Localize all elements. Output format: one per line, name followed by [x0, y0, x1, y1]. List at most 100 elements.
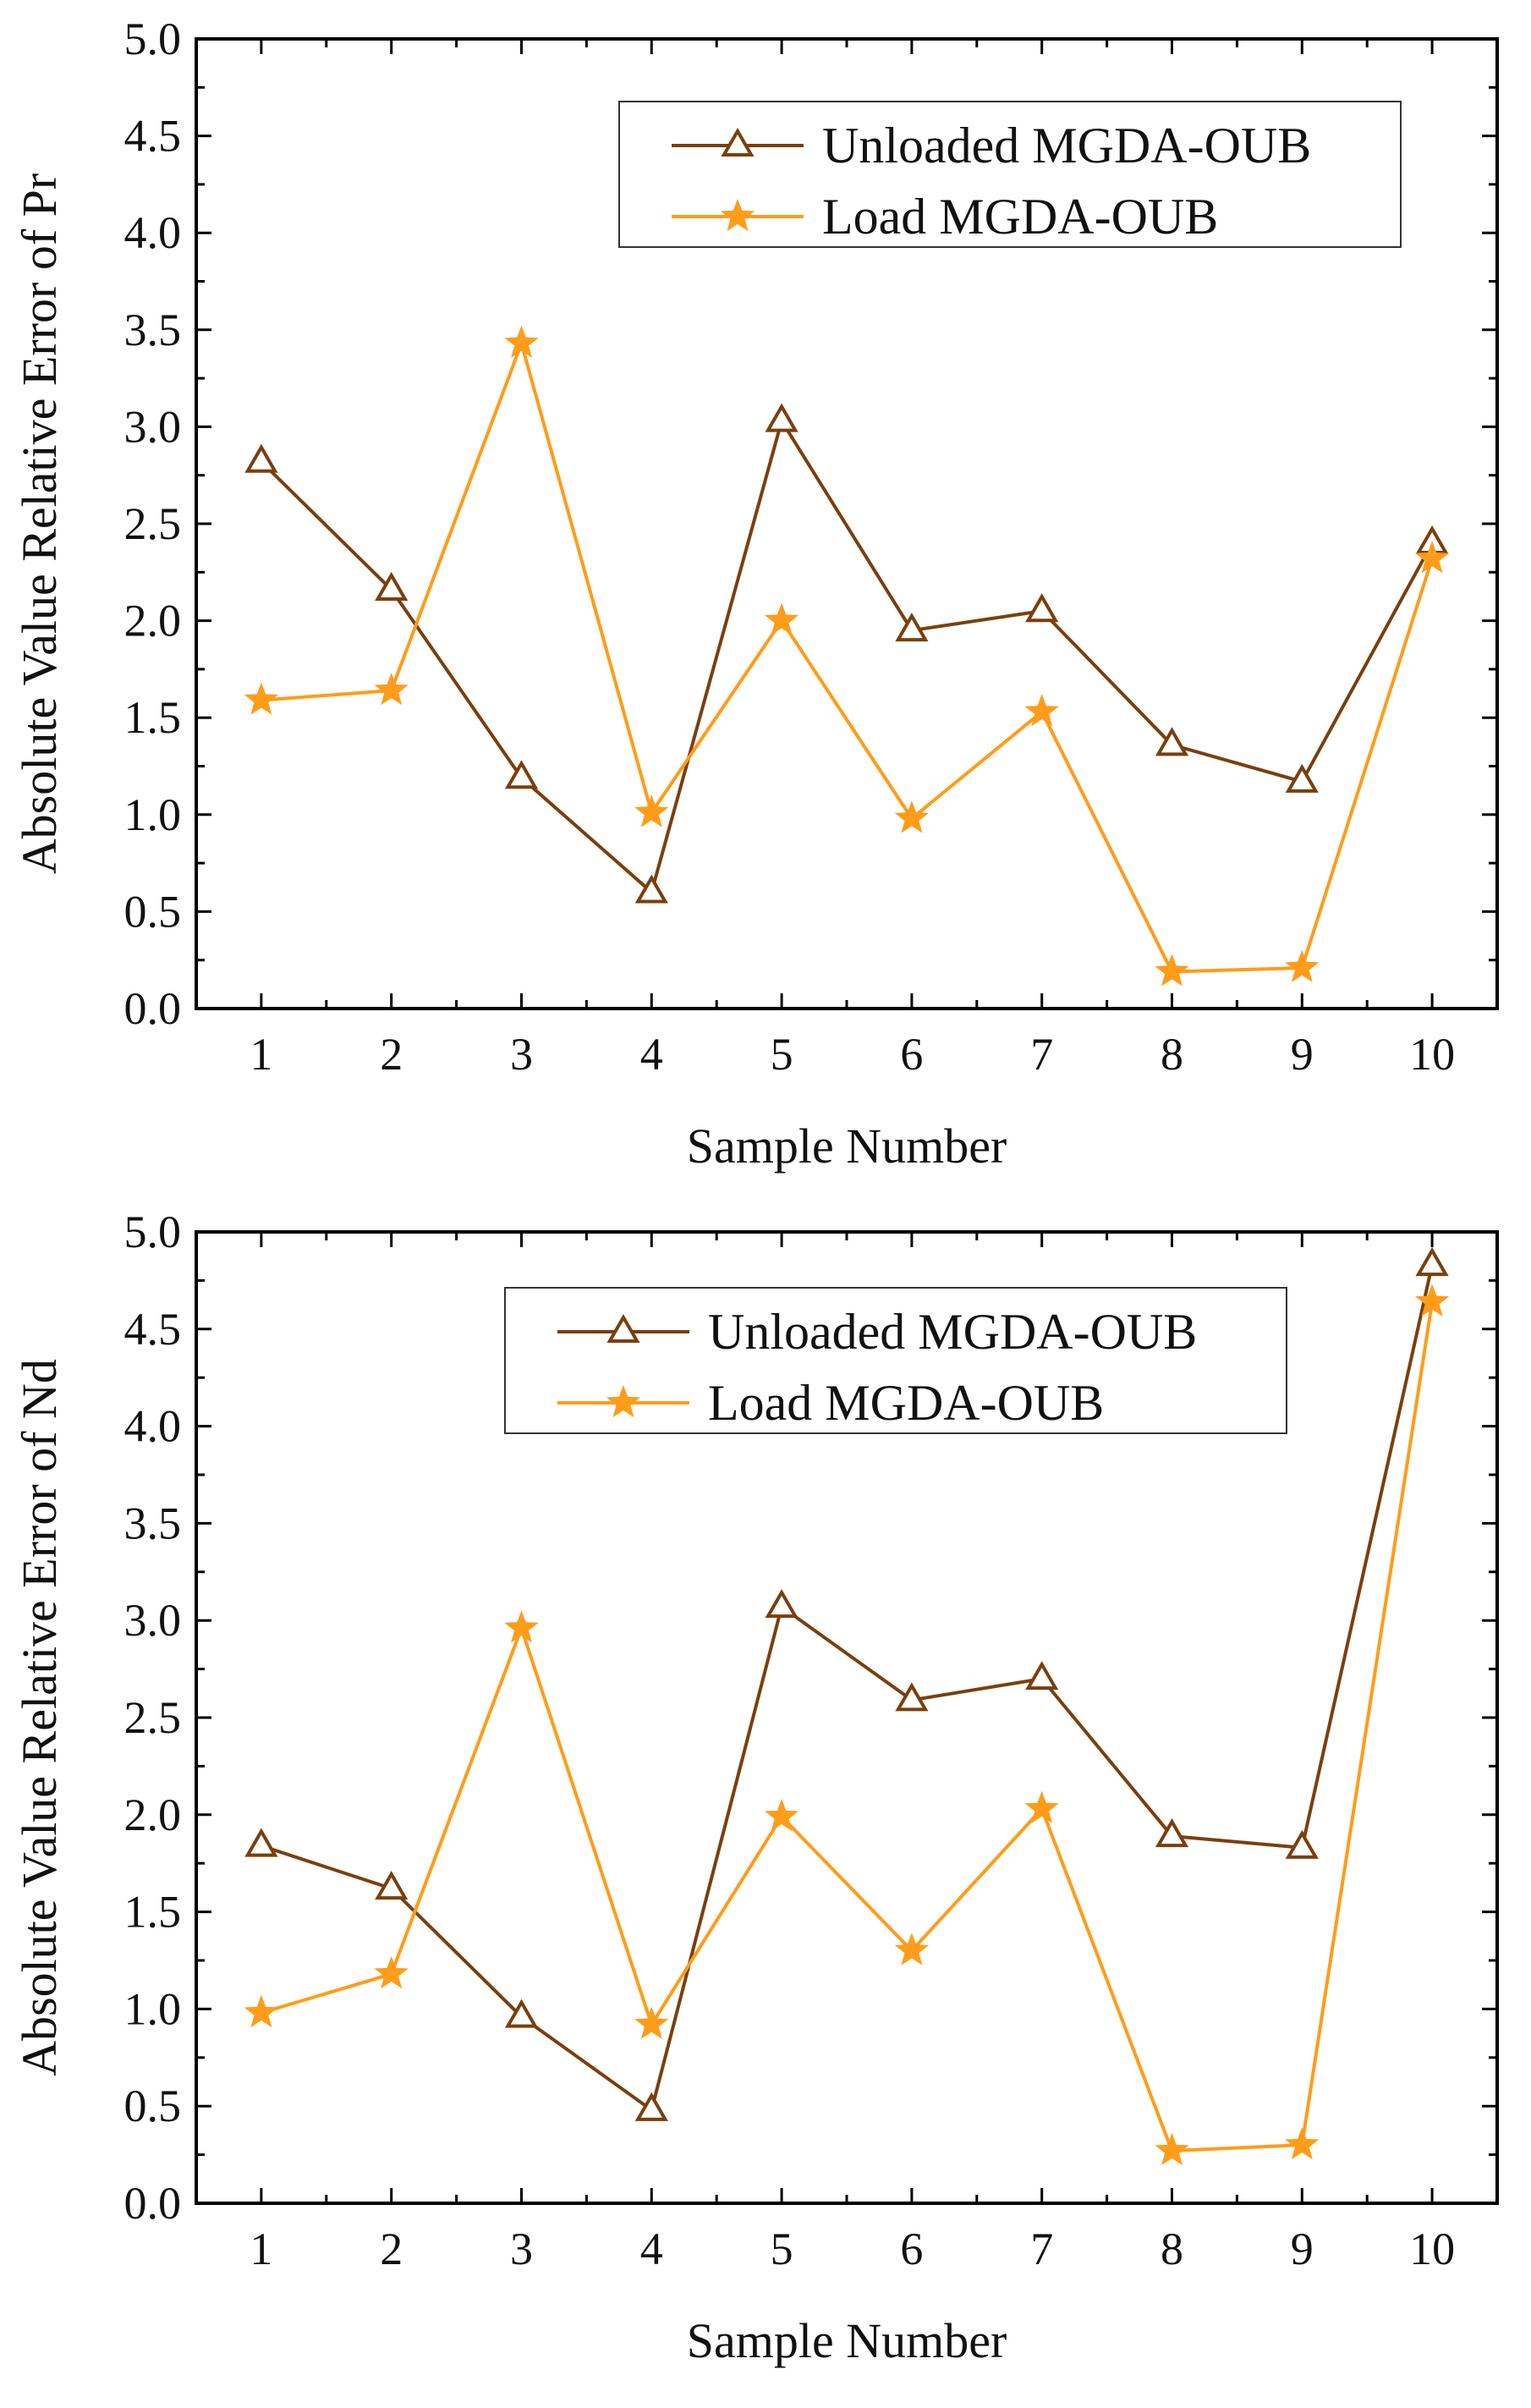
y-tick-label: 4.0	[124, 207, 182, 258]
data-point-unloaded	[1025, 593, 1059, 623]
y-tick-label: 5.0	[124, 14, 182, 64]
x-tick-label: 4	[640, 1029, 663, 1080]
x-tick-label: 8	[1161, 1029, 1183, 1080]
data-point-load	[244, 1994, 279, 2028]
x-axis-title: Sample Number	[687, 2313, 1007, 2368]
y-tick-label: 1.5	[124, 1887, 182, 1938]
data-point-load	[1414, 1284, 1450, 1317]
data-point-unloaded	[1415, 1247, 1449, 1277]
data-point-unloaded	[244, 443, 278, 473]
x-tick-label: 2	[380, 1029, 403, 1080]
data-point-unloaded	[634, 874, 668, 904]
x-tick-label: 5	[771, 2224, 793, 2274]
data-point-unloaded	[375, 571, 409, 601]
x-axis-title: Sample Number	[687, 1119, 1007, 1174]
x-tick-label: 6	[900, 1029, 923, 1080]
x-tick-label: 8	[1161, 2224, 1183, 2274]
x-tick-label: 9	[1291, 2224, 1314, 2274]
legend-marker-star	[720, 198, 755, 232]
data-point-unloaded	[375, 1871, 409, 1900]
x-tick-label: 4	[640, 2224, 663, 2274]
legend-label: Unloaded MGDA-OUB	[822, 118, 1311, 173]
y-tick-label: 4.5	[124, 1304, 182, 1355]
y-tick-label: 3.5	[124, 305, 182, 355]
y-tick-label: 1.5	[124, 692, 182, 743]
x-tick-label: 10	[1409, 2224, 1455, 2274]
legend-label: Load MGDA-OUB	[822, 189, 1218, 245]
data-point-load	[1155, 2132, 1189, 2166]
data-point-unloaded	[244, 1828, 278, 1857]
x-tick-label: 1	[250, 2224, 272, 2274]
data-point-load	[894, 800, 930, 833]
data-point-load	[894, 1932, 930, 1965]
data-point-load	[1414, 541, 1450, 574]
y-axis-title: Absolute Value Relative Error of Nd	[12, 1359, 67, 2076]
x-tick-label: 7	[1030, 1029, 1053, 1080]
y-tick-label: 0.5	[124, 2081, 182, 2131]
data-point-unloaded	[1025, 1661, 1059, 1691]
y-tick-label: 0.5	[124, 886, 182, 937]
data-point-unloaded	[765, 403, 798, 432]
legend-box	[504, 1287, 1287, 1434]
series-line-unloaded	[260, 416, 1434, 896]
y-tick-label: 0.0	[124, 983, 182, 1034]
data-point-load	[1285, 949, 1320, 982]
y-tick-label: 2.0	[124, 596, 182, 646]
data-point-load	[764, 602, 799, 635]
legend-marker-star	[606, 1384, 641, 1418]
data-point-load	[764, 1798, 799, 1832]
chart-pr: 1 2 3 4 5 6 7 8 9 10 0.0 0.5 1.0 1.5 2.0 2.5 3.0 3.5 4.0 4.…	[12, 14, 1499, 1174]
data-point-load	[374, 1955, 409, 1989]
x-tick-label: 7	[1030, 2224, 1053, 2274]
series-line-load	[261, 338, 1435, 974]
data-point-load	[504, 1610, 539, 1643]
data-point-load	[1285, 2126, 1320, 2160]
legend-marker-triangle	[721, 127, 755, 157]
series-line-unloaded	[261, 1264, 1435, 2114]
data-point-load	[634, 794, 669, 827]
y-tick-label: 2.5	[124, 1692, 182, 1743]
data-point-load	[1024, 1790, 1059, 1824]
legend-label: Unloaded MGDA-OUB	[708, 1304, 1197, 1360]
x-tick-label: 6	[900, 2224, 923, 2274]
chart-nd: 1 2 3 4 5 6 7 8 9 10 0.0 0.5 1.0 1.5 2.0 2.5 3.0 3.5 4.0 4.…	[12, 1207, 1499, 2368]
data-point-unloaded	[504, 760, 539, 789]
y-axis-title: Absolute Value Relative Error of Pr	[12, 173, 67, 874]
series-line-load	[261, 1301, 1435, 2153]
data-point-load	[1024, 694, 1059, 727]
data-point-unloaded	[895, 1682, 929, 1712]
data-point-load	[634, 2006, 669, 2039]
legend-marker-triangle	[606, 1313, 640, 1344]
data-point-unloaded	[1155, 1818, 1189, 1848]
data-point-unloaded	[895, 613, 929, 642]
data-point-unloaded	[1285, 763, 1319, 793]
y-tick-label: 2.0	[124, 1790, 182, 1840]
x-tick-label: 1	[250, 1029, 272, 1080]
data-point-unloaded	[765, 1589, 798, 1619]
data-point-load	[244, 682, 279, 715]
x-tick-label: 9	[1291, 1029, 1314, 1080]
legend-label: Load MGDA-OUB	[708, 1375, 1104, 1431]
y-tick-label: 2.5	[124, 498, 182, 549]
legend-box	[618, 101, 1402, 248]
y-tick-label: 0.0	[124, 2178, 182, 2229]
x-tick-label: 5	[771, 1029, 793, 1080]
data-point-unloaded	[634, 2092, 668, 2121]
y-tick-label: 1.0	[124, 789, 182, 840]
x-tick-label: 3	[510, 1029, 533, 1080]
x-tick-label: 2	[380, 2224, 403, 2274]
data-point-load	[504, 325, 539, 358]
data-point-load	[1155, 954, 1189, 987]
y-tick-label: 1.0	[124, 1983, 182, 2034]
x-tick-label: 3	[510, 2224, 533, 2274]
y-tick-label: 5.0	[124, 1207, 182, 1257]
y-tick-label: 3.0	[124, 401, 182, 452]
y-tick-label: 4.0	[124, 1401, 182, 1452]
y-tick-label: 4.5	[124, 111, 182, 162]
y-tick-label: 3.0	[124, 1595, 182, 1646]
data-point-unloaded	[504, 1998, 539, 2028]
y-tick-label: 3.5	[124, 1498, 182, 1548]
data-point-unloaded	[1155, 727, 1189, 756]
x-tick-label: 10	[1409, 1029, 1455, 1080]
